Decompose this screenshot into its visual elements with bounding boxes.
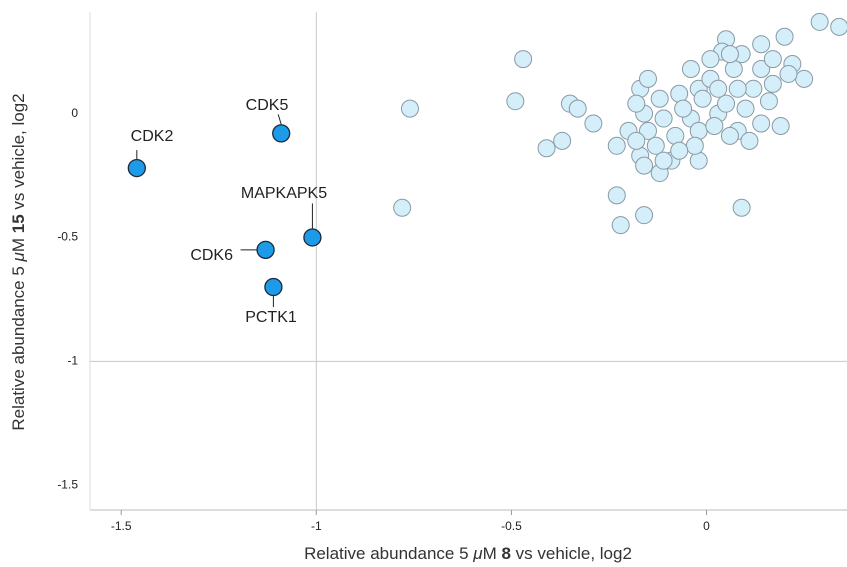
- point: [752, 35, 771, 54]
- point: [674, 99, 693, 118]
- point: [646, 136, 665, 155]
- point: [705, 116, 724, 135]
- point: [720, 45, 739, 64]
- point: [709, 79, 728, 98]
- point: [400, 99, 419, 118]
- point-label: CDK5: [246, 97, 289, 114]
- point: [272, 124, 291, 143]
- point: [654, 109, 673, 128]
- point: [763, 74, 782, 93]
- point: [728, 79, 747, 98]
- x-tick-label: 0: [703, 519, 710, 533]
- y-tick-label: -1.5: [57, 477, 78, 491]
- point: [752, 59, 771, 78]
- point: [732, 198, 751, 217]
- point: [744, 79, 763, 98]
- point: [127, 158, 146, 178]
- y-label-part: vs vehicle, log2: [9, 93, 28, 214]
- point: [724, 59, 743, 78]
- point-label: CDK2: [131, 128, 174, 145]
- y-label-part: μ: [9, 251, 28, 262]
- point: [736, 99, 755, 118]
- x-label-part: vs vehicle, log2: [511, 544, 632, 563]
- point: [607, 186, 626, 205]
- x-label-part: Relative abundance 5: [304, 544, 473, 563]
- point: [830, 17, 847, 36]
- point: [553, 131, 572, 150]
- point: [303, 228, 322, 247]
- point: [701, 50, 720, 69]
- point: [568, 99, 587, 118]
- point: [795, 69, 814, 88]
- point: [685, 136, 704, 155]
- x-label-part: μ: [472, 544, 483, 563]
- point-label: CDK6: [190, 247, 233, 264]
- point: [650, 89, 669, 108]
- y-axis-label: Relative abundance 5 μM 15 vs vehicle, l…: [9, 93, 28, 430]
- point: [506, 92, 525, 111]
- point: [759, 92, 778, 111]
- point: [514, 50, 533, 69]
- y-label-part: 15: [9, 214, 28, 233]
- leader-line: [277, 114, 282, 125]
- x-tick-label: -1: [311, 519, 322, 533]
- point: [264, 277, 283, 297]
- point: [771, 116, 790, 135]
- point: [537, 139, 556, 158]
- point: [693, 89, 712, 108]
- point: [393, 198, 412, 217]
- x-axis-label: Relative abundance 5 μM 8 vs vehicle, lo…: [304, 544, 632, 563]
- y-tick-label: 0: [71, 106, 78, 120]
- point: [720, 126, 739, 145]
- point: [670, 84, 689, 103]
- point: [689, 151, 708, 170]
- x-tick-label: -0.5: [501, 519, 522, 533]
- point: [256, 240, 275, 260]
- point: [635, 206, 654, 225]
- x-tick-label: -1.5: [111, 519, 132, 533]
- point: [752, 114, 771, 133]
- point: [607, 136, 626, 155]
- x-label-part: M: [483, 544, 502, 563]
- point: [763, 50, 782, 69]
- point: [670, 141, 689, 160]
- point: [717, 94, 736, 113]
- point: [635, 156, 654, 175]
- point: [775, 27, 794, 46]
- point: [689, 121, 708, 140]
- y-label-part: Relative abundance 5: [9, 261, 28, 430]
- point: [638, 69, 657, 88]
- y-label-part: M: [9, 233, 28, 252]
- point-label: PCTK1: [245, 309, 297, 326]
- y-tick-label: -0.5: [57, 230, 78, 244]
- point: [810, 12, 829, 31]
- y-tick-label: -1: [67, 354, 78, 368]
- point: [666, 126, 685, 145]
- point: [654, 151, 673, 170]
- point: [627, 131, 646, 150]
- point: [779, 64, 798, 83]
- point: [681, 59, 700, 78]
- point: [611, 216, 630, 235]
- point: [584, 114, 603, 133]
- x-label-part: 8: [501, 544, 510, 563]
- point: [740, 131, 759, 150]
- point-label: MAPKAPK5: [241, 185, 327, 202]
- point: [627, 94, 646, 113]
- point: [638, 121, 657, 140]
